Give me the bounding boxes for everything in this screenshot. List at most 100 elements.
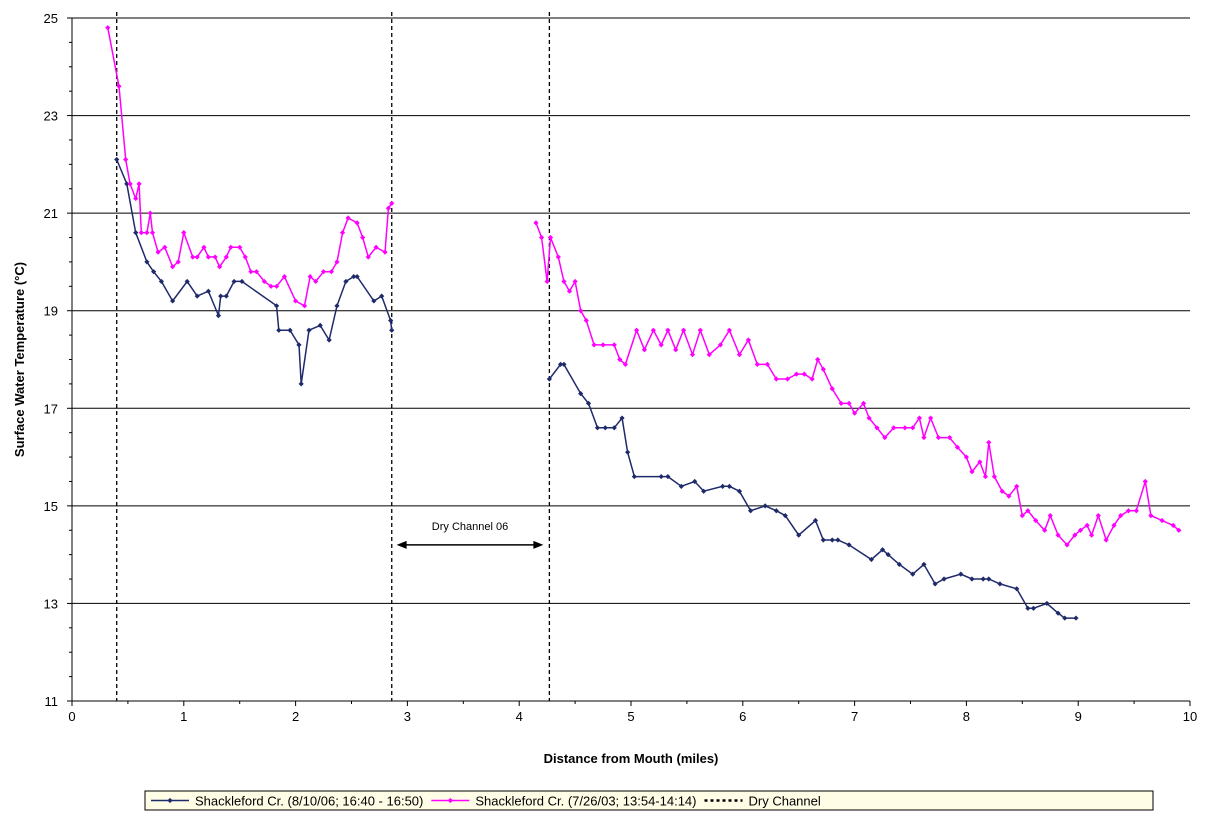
y-tick-label: 15 (44, 499, 58, 514)
data-point (1006, 493, 1012, 499)
x-tick-label: 8 (963, 709, 970, 724)
data-point (385, 205, 391, 211)
y-tick-label: 21 (44, 206, 58, 221)
data-point (114, 156, 120, 163)
data-point (631, 473, 637, 480)
data-point (116, 83, 122, 89)
data-point (986, 576, 992, 582)
data-point (555, 254, 561, 260)
data-point (1089, 532, 1095, 538)
data-point (736, 352, 743, 358)
data-point (205, 288, 211, 294)
data-point (287, 327, 293, 333)
data-point (379, 293, 385, 299)
data-point (248, 269, 254, 275)
data-point (205, 254, 211, 260)
data-point (261, 278, 267, 285)
data-point (253, 269, 260, 275)
data-point (1014, 483, 1020, 489)
data-point (941, 576, 947, 582)
data-point (980, 576, 986, 582)
data-point (947, 434, 953, 441)
data-point (736, 488, 743, 494)
legend-marker (167, 797, 173, 804)
data-point (334, 259, 340, 265)
data-point (296, 342, 302, 348)
data-point (351, 273, 357, 280)
data-point (726, 327, 732, 333)
data-point (882, 434, 888, 441)
data-point (1025, 508, 1031, 514)
data-point (997, 581, 1003, 587)
data-point (678, 483, 684, 489)
data-point (354, 220, 360, 226)
data-point (133, 195, 139, 202)
data-point (389, 200, 395, 206)
data-point (144, 230, 150, 236)
data-point (239, 278, 245, 285)
y-tick-label: 25 (44, 11, 58, 26)
data-point (561, 278, 567, 285)
data-point (365, 254, 371, 260)
data-point (149, 230, 156, 236)
series-group (105, 25, 1182, 621)
data-point (212, 254, 218, 260)
y-tick-label: 23 (44, 109, 58, 124)
data-point (846, 400, 852, 407)
data-point (313, 278, 319, 285)
data-point (578, 391, 584, 397)
data-point (572, 278, 578, 285)
data-point (1030, 605, 1037, 611)
data-point (1044, 600, 1050, 607)
data-point (1133, 508, 1139, 514)
data-point (218, 293, 224, 299)
data-point (773, 508, 779, 514)
data-point (194, 254, 200, 260)
data-point (339, 230, 346, 236)
data-point (105, 25, 111, 31)
data-point (585, 400, 592, 407)
data-point (124, 181, 130, 187)
series-2 (105, 25, 1182, 548)
data-point (223, 293, 229, 299)
data-point (982, 473, 989, 480)
data-point (619, 415, 625, 421)
data-point (547, 234, 554, 241)
data-point (689, 352, 696, 358)
data-point (793, 371, 800, 377)
data-point (242, 254, 248, 260)
data-point (155, 249, 161, 255)
data-point (1047, 513, 1053, 519)
data-point (317, 322, 323, 328)
data-point (650, 327, 656, 333)
data-point (641, 347, 648, 353)
data-point (343, 278, 349, 285)
legend-label: Shackleford Cr. (8/10/06; 16:40 - 16:50) (195, 794, 423, 809)
data-point (268, 283, 274, 289)
data-point (720, 483, 726, 489)
data-point (151, 269, 157, 275)
data-point (320, 269, 327, 275)
data-point (281, 273, 288, 280)
legend-box (144, 790, 1154, 811)
data-point (133, 230, 139, 236)
data-point (175, 259, 181, 265)
data-point (896, 561, 902, 567)
data-point (762, 503, 768, 509)
data-point (809, 376, 815, 382)
data-point (726, 483, 732, 489)
x-axis-title: Distance from Mouth (miles) (544, 751, 719, 766)
data-point (1025, 605, 1031, 611)
data-point (764, 361, 770, 367)
data-point (1077, 527, 1084, 533)
data-point (991, 473, 997, 480)
data-point (692, 478, 698, 485)
data-point (334, 303, 340, 309)
data-point (1014, 586, 1020, 592)
data-point (706, 352, 712, 358)
x-tick-label: 4 (516, 709, 523, 724)
data-point (1064, 542, 1070, 548)
data-point (916, 415, 923, 421)
y-axis-title: Surface Water Temperature (°C) (12, 262, 27, 457)
data-point (273, 283, 280, 289)
